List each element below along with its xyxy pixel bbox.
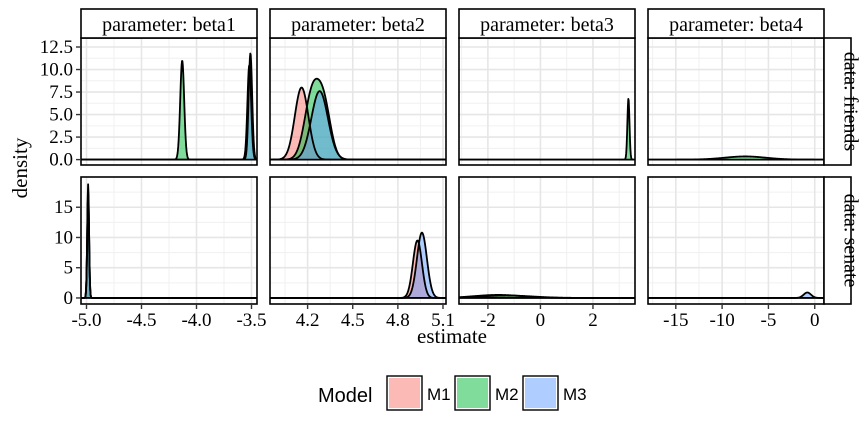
density-fill-m3 [270, 232, 446, 298]
panel-border [80, 176, 258, 305]
column-strip-label: parameter: beta4 [669, 14, 803, 36]
x-tick-label: -5.0 [71, 310, 101, 331]
density-outline-m2 [458, 97, 636, 161]
row-strip-label: data: senate [840, 194, 862, 288]
density-outline-m3 [647, 291, 825, 299]
panel-background [648, 38, 824, 165]
x-tick-label: -2 [480, 310, 496, 331]
row-strip [823, 176, 852, 305]
legend-swatch-m2 [457, 378, 488, 408]
density-outline-m2 [647, 155, 825, 161]
column-strip [647, 8, 825, 39]
column-strip [269, 8, 447, 39]
legend: Model M1 M2 M3 [318, 375, 587, 411]
x-tick-label: 2 [588, 310, 598, 331]
x-tick-label: 0 [536, 310, 546, 331]
y-tick-label: 0 [64, 288, 74, 309]
density-outline-m3 [80, 183, 258, 299]
legend-swatch-m3 [525, 378, 556, 408]
row-strip-label: data: friends [840, 52, 862, 152]
panel-background [648, 177, 824, 304]
column-strip [458, 8, 636, 39]
y-tick-label: 10 [54, 227, 73, 248]
x-tick-label: 4.5 [341, 310, 365, 331]
density-outline-m2 [458, 294, 636, 299]
column-strip-label: parameter: beta1 [102, 14, 236, 36]
x-tick-label: -3.5 [236, 310, 266, 331]
x-axis-label: estimate [417, 324, 487, 348]
legend-swatch-m1 [389, 378, 420, 408]
column-strip-label: parameter: beta3 [480, 14, 614, 36]
y-tick-label: 2.5 [49, 127, 73, 148]
y-tick-label: 10.0 [40, 60, 73, 81]
column-strip [80, 8, 258, 39]
facet-panel-r1-c1: 4.2 4.5 4.8 5.1 [269, 176, 455, 331]
x-tick-label: -4.0 [181, 310, 211, 331]
legend-label-m3: M3 [563, 385, 587, 404]
panel-background [459, 177, 635, 304]
x-tick-label: -5 [761, 310, 777, 331]
y-tick-label: 12.5 [40, 37, 73, 58]
x-tick-label: 4.2 [296, 310, 320, 331]
facet-panel-r0-c2: parameter: beta3 [458, 8, 636, 166]
density-outline-m3 [269, 90, 447, 161]
facet-panel-r0-c0: parameter: beta1 0.02.55.07.510.012.5 [40, 8, 258, 171]
y-tick-label: 0.0 [49, 150, 73, 171]
column-strip-label: parameter: beta2 [291, 14, 425, 36]
panel-border [269, 176, 447, 305]
panel-background [459, 38, 635, 165]
y-tick-label: 7.5 [49, 82, 73, 103]
x-tick-label: -15 [663, 310, 688, 331]
legend-title: Model [318, 385, 372, 407]
panel-border [458, 176, 636, 305]
panels-layer: parameter: beta10.02.55.07.510.012.5para… [40, 8, 862, 331]
facet-panel-r1-c0: 0 5 10 15 -5.0 -4.5 -4.0 -3.5 [54, 176, 267, 331]
facet-panel-r0-c3: parameter: beta4 data: friends [647, 8, 862, 166]
y-tick-label: 5 [64, 258, 74, 279]
facet-panel-r1-c2: -2 0 2 [458, 176, 636, 331]
y-tick-label: 5.0 [49, 105, 73, 126]
density-outline-m3 [269, 231, 447, 299]
x-tick-label: 5.1 [431, 310, 455, 331]
x-tick-label: 4.8 [386, 310, 410, 331]
legend-label-m2: M2 [495, 385, 519, 404]
y-tick-label: 15 [54, 197, 73, 218]
density-outline-m3 [80, 52, 258, 161]
labels-layer: estimate density [8, 137, 487, 348]
legend-label-m1: M1 [427, 385, 451, 404]
facet-panel-r0-c1: parameter: beta2 [269, 8, 447, 166]
density-fill-m2 [648, 156, 824, 160]
x-tick-label: -10 [709, 310, 734, 331]
facet-panel-r1-c3: data: senate -15 -10 -5 0 [647, 176, 862, 331]
y-axis-label: density [8, 137, 32, 198]
x-tick-label: -4.5 [126, 310, 156, 331]
row-strip [823, 37, 852, 166]
x-tick-label: 0 [810, 310, 820, 331]
